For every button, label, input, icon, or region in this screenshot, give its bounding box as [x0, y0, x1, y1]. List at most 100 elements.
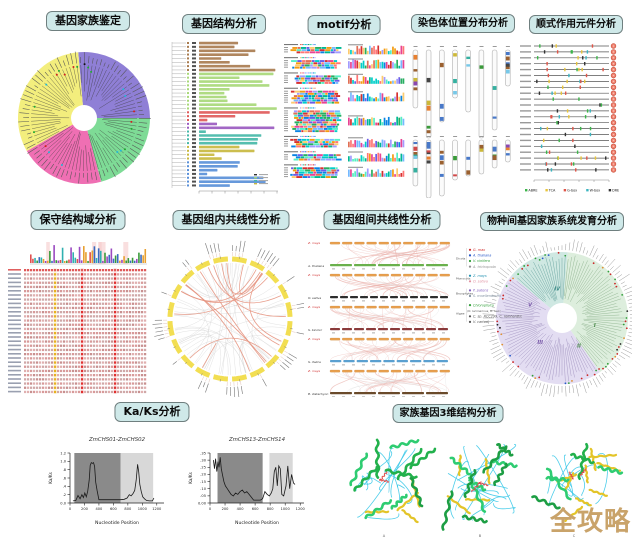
svg-text:1000: 1000 [138, 507, 148, 511]
panel-title-gene-structure: 基因结构分析 [182, 14, 266, 35]
svg-text:400: 400 [237, 507, 245, 511]
svg-text:IV: IV [554, 286, 561, 292]
panel-title-chromosome-location: 染色体位置分布分析 [411, 14, 515, 33]
chromosome-map-graphic [412, 46, 511, 198]
svg-text:Z. mays: Z. mays [472, 274, 487, 278]
panel-species-phylogeny: 物种间基因家族系统发育分析 I II III IV V G. max A. thaliana… [456, 205, 632, 397]
svg-text:800: 800 [124, 507, 132, 511]
svg-text:S. bicolor: S. bicolor [308, 328, 323, 332]
svg-text:1.2: 1.2 [60, 451, 66, 455]
panel-title-3d-structure: 家族基因3维结构分析 [392, 404, 504, 423]
svg-text:A. trichopoda: A. trichopoda [472, 265, 496, 269]
svg-text:B: B [479, 534, 482, 538]
panel-kaks-analysis: Ka/Ks分析 ZmCHS01-ZmCHS02 0.0 .2 .4 .6 .8 1.0 1.2… [30, 397, 320, 541]
svg-text:B. distachyon: B. distachyon [308, 392, 328, 396]
svg-text:.30: .30 [200, 458, 206, 462]
svg-text:.25: .25 [200, 466, 206, 470]
panel-title-intragenome-synteny: 基因组内共线性分析 [172, 210, 290, 231]
svg-text:O. sativa: O. sativa [308, 296, 321, 300]
panel-title-gene-family-identification: 基因家族鉴定 [46, 11, 130, 32]
svg-text:Nucleotide Position: Nucleotide Position [95, 520, 139, 526]
svg-text:Nucleotide Position: Nucleotide Position [235, 520, 279, 526]
svg-text:I: I [594, 323, 596, 329]
svg-text:O. sativa: O. sativa [473, 280, 488, 284]
kaks-line-chart-2: ZmCHS13-ZmCHS14 0.00 .05 .10 .15 .20 .25 .30 .35… [188, 437, 306, 526]
panel-title-cis-elements: 顺式作用元件分析 [529, 15, 623, 34]
svg-text:1.0: 1.0 [60, 460, 66, 464]
gene-structure-graphic [171, 41, 278, 194]
conserved-domain-alignment-graphic [8, 242, 147, 394]
svg-text:TCA: TCA [548, 189, 556, 193]
svg-text:V: V [528, 302, 533, 308]
svg-text:200: 200 [222, 507, 230, 511]
intergenome-synteny-graphic: Z. mays A. thaliana Z. mays O. sativa Z. may… [307, 241, 451, 397]
svg-text:II: II [577, 343, 581, 349]
svg-text:.10: .10 [200, 487, 206, 491]
svg-text:.6: .6 [63, 476, 67, 480]
svg-text:Z. mays: Z. mays [307, 273, 320, 277]
svg-text:A. thaliana: A. thaliana [307, 264, 324, 268]
svg-text:C. sp. RCC299, C. reinhardtii,: C. sp. RCC299, C. reinhardtii, [473, 315, 522, 319]
panel-title-motif-analysis: motif分析 [307, 15, 381, 36]
svg-text:Ka/Ks: Ka/Ks [48, 472, 53, 484]
panel-cis-elements: 顺式作用元件分析 ABRE TCA G-box W-box DRE [518, 0, 632, 200]
panel-chromosome-location: 染色体位置分布分析 [406, 0, 518, 200]
svg-text:(O. lucimarinus, O. tauri,: (O. lucimarinus, O. tauri, [467, 309, 501, 313]
svg-text:.35: .35 [200, 451, 206, 455]
svg-text:.2: .2 [63, 493, 66, 497]
svg-text:200: 200 [81, 507, 89, 511]
svg-text:0.00: 0.00 [198, 501, 207, 505]
svg-text:600: 600 [110, 507, 118, 511]
svg-text:Z. mays: Z. mays [307, 305, 320, 309]
panel-3d-structure: 家族基因3维结构分析 A B C [322, 397, 632, 541]
svg-text:S. moellendorffii: S. moellendorffii [473, 294, 501, 298]
svg-text:C: C [573, 534, 576, 538]
panel-conserved-domain: 保守结构域分析 [6, 205, 152, 397]
svg-text:Bryophytes: Bryophytes [456, 291, 474, 295]
svg-text:600: 600 [252, 507, 260, 511]
gene-family-circular-tree-graphic [17, 51, 151, 185]
svg-text:400: 400 [95, 507, 103, 511]
svg-text:V. vinifera: V. vinifera [473, 259, 490, 263]
svg-text:Z. mays: Z. mays [307, 369, 320, 373]
svg-text:A. thaliana: A. thaliana [472, 254, 491, 258]
svg-text:1000: 1000 [281, 507, 291, 511]
svg-text:S. italica: S. italica [308, 360, 321, 364]
motif-blocks-and-logos-graphic [284, 44, 405, 178]
svg-text:.8: .8 [63, 468, 67, 472]
svg-text:Z. mays: Z. mays [307, 337, 320, 341]
circos-plot-graphic [152, 240, 304, 397]
protein-3d-structures-graphic: A B C [349, 438, 624, 538]
svg-text:P. patens: P. patens [473, 289, 489, 293]
svg-text:Algae: Algae [456, 312, 465, 316]
svg-text:1200: 1200 [296, 507, 306, 511]
svg-text:III: III [537, 340, 543, 346]
panel-intergenome-synteny: 基因组间共线性分析 Z. mays A. thaliana Z. mays O. sa… [306, 205, 456, 397]
kaks-line-chart-1: ZmCHS01-ZmCHS02 0.0 .2 .4 .6 .8 1.0 1.2 0 200 400 6… [48, 437, 164, 526]
panel-title-conserved-domain: 保守结构域分析 [30, 210, 126, 231]
cis-element-tracks-graphic: ABRE TCA G-box W-box DRE [520, 43, 619, 193]
svg-text:0.0: 0.0 [60, 501, 66, 505]
svg-text:W-box: W-box [590, 189, 601, 193]
panel-title-intergenome-synteny: 基因组间共线性分析 [323, 210, 441, 231]
svg-text:.15: .15 [200, 480, 206, 484]
svg-text:.4: .4 [63, 485, 67, 489]
svg-text:Chlorophyta: Chlorophyta [473, 303, 494, 307]
svg-text:.20: .20 [200, 473, 206, 477]
watermark-text: 全攻略 [550, 507, 632, 537]
svg-text:Dicots: Dicots [456, 256, 466, 260]
panel-title-species-phylogeny: 物种间基因家族系统发育分析 [480, 212, 624, 231]
panel-title-kaks-analysis: Ka/Ks分析 [114, 402, 190, 423]
svg-text:ABRE: ABRE [528, 189, 537, 193]
svg-text:0: 0 [209, 507, 212, 511]
svg-text:A: A [383, 534, 386, 538]
svg-text:Z. mays: Z. mays [307, 241, 320, 245]
svg-text:DRE: DRE [612, 189, 619, 193]
svg-text:Monocots: Monocots [456, 277, 471, 281]
svg-text:Ka/Ks: Ka/Ks [188, 472, 193, 484]
svg-text:G. max: G. max [473, 248, 486, 252]
svg-text:800: 800 [267, 507, 275, 511]
panel-gene-family-identification: 基因家族鉴定 [0, 0, 164, 200]
